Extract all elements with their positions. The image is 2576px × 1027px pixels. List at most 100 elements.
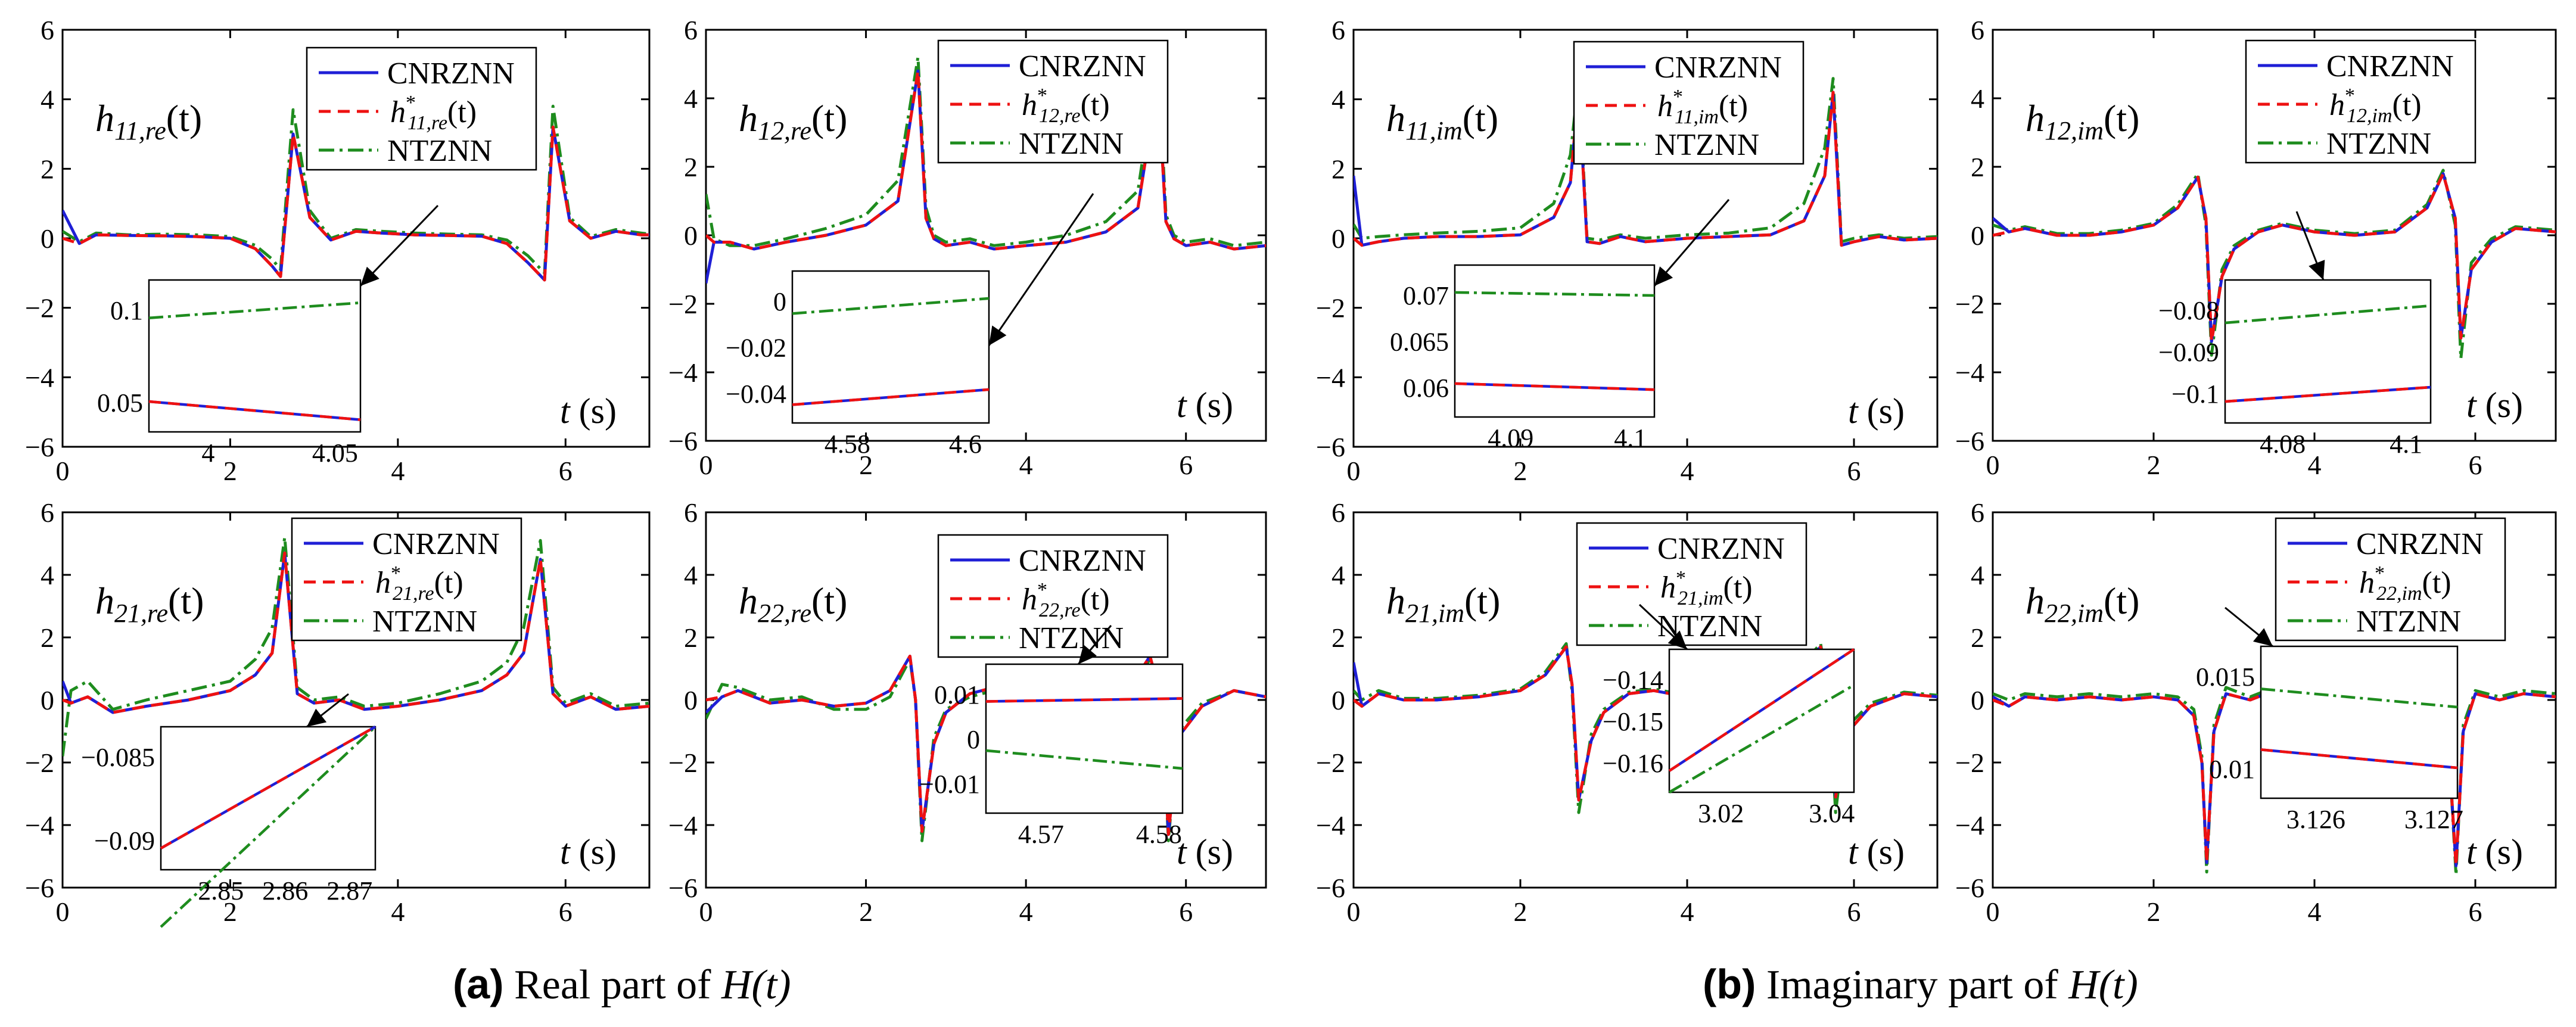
legend-star: * <box>1037 85 1047 107</box>
y-tick-label: 4 <box>1331 560 1345 590</box>
panel-title-h: h <box>1386 580 1405 622</box>
x-tick-label: 2 <box>2147 450 2161 480</box>
y-tick-label: −6 <box>1955 426 1984 456</box>
x-axis-label-unit: (s) <box>2477 832 2523 872</box>
panel-title: h11,re(t) <box>95 97 202 145</box>
x-tick-label: 0 <box>699 897 713 927</box>
x-axis-label-unit: (s) <box>1858 832 1905 872</box>
legend-h: h <box>375 566 391 600</box>
panel-title-h: h <box>2026 97 2045 139</box>
x-axis-label-unit: (s) <box>570 832 617 872</box>
panel-title: h22,im(t) <box>2026 580 2139 628</box>
x-tick-label: 0 <box>56 897 70 927</box>
x-tick-label: 0 <box>1986 450 2000 480</box>
x-axis-label-t: t <box>1848 832 1859 872</box>
panel-title: h12,im(t) <box>2026 97 2139 145</box>
inset-series-exact <box>160 726 377 849</box>
legend-label: NTZNN <box>387 134 492 168</box>
inset-x-tick-label: 2.86 <box>262 876 308 905</box>
inset-y-tick-label: −0.14 <box>1603 665 1663 695</box>
x-axis-label-unit: (s) <box>1187 385 1233 425</box>
legend-sub: 21,re <box>393 583 434 605</box>
y-tick-label: 2 <box>41 154 54 184</box>
y-tick-label: −6 <box>668 873 698 903</box>
inset-y-tick-label: 0 <box>773 287 786 316</box>
inset-x-tick-label: 4.1 <box>1614 424 1647 453</box>
panel-title-h: h <box>2026 580 2045 622</box>
inset-y-tick-label: −0.04 <box>726 379 786 409</box>
x-tick-label: 4 <box>1019 450 1033 480</box>
inset-y-tick-label: −0.09 <box>94 826 155 855</box>
y-tick-label: 2 <box>41 623 54 653</box>
panel-title-arg: (t) <box>2104 97 2139 139</box>
inset-y-tick-label: −0.01 <box>919 770 980 799</box>
x-axis-label-unit: (s) <box>570 391 617 431</box>
y-tick-label: −2 <box>1955 289 1984 319</box>
x-axis-label-unit: (s) <box>1858 391 1905 431</box>
x-tick-label: 2 <box>859 450 873 480</box>
inset-series-ntznn <box>1454 291 1655 297</box>
series-exact <box>1354 87 1937 247</box>
inset-series-exact <box>2260 748 2458 770</box>
y-tick-label: −2 <box>1316 293 1345 323</box>
legend-sub: 11,re <box>407 112 447 134</box>
inset-y-tick-label: 0 <box>967 725 980 754</box>
panel-title-sub: 22,re <box>758 599 811 628</box>
legend-h: h <box>2329 88 2345 122</box>
legend-sub: 22,im <box>2376 583 2422 605</box>
x-tick-label: 4 <box>2308 897 2322 927</box>
inset-series-ntznn <box>1668 684 1855 793</box>
y-tick-label: −2 <box>668 748 698 778</box>
legend-label: h* 22,im(t) <box>2359 562 2451 605</box>
legend-label: CNRZNN <box>372 527 500 561</box>
inset-frame <box>791 270 990 424</box>
caption-a-label: (a) <box>453 961 504 1007</box>
series-exact <box>63 551 649 714</box>
y-tick-label: −2 <box>25 293 54 323</box>
panel-title-arg: (t) <box>168 580 204 622</box>
legend-label: h* 11,re(t) <box>390 92 477 134</box>
inset-frame <box>160 726 377 871</box>
inset-y-tick-label: 0.015 <box>2196 662 2255 692</box>
series-exact <box>63 125 649 282</box>
inset-frame <box>148 279 362 433</box>
x-tick-label: 2 <box>2147 897 2161 927</box>
y-tick-label: −4 <box>1316 362 1345 393</box>
x-tick-label: 4 <box>1019 897 1033 927</box>
inset-arrow-head <box>989 325 1007 346</box>
y-tick-label: 0 <box>1971 220 1984 251</box>
inset-series-ntznn <box>792 297 990 315</box>
inset-x-tick-label: 4.05 <box>312 438 358 468</box>
panel-title: h11,im(t) <box>1386 97 1498 145</box>
x-axis-label-t: t <box>1177 832 1187 872</box>
x-tick-label: 4 <box>2308 450 2322 480</box>
legend-box <box>937 39 1169 164</box>
legend-box <box>2275 517 2506 642</box>
x-tick-label: 2 <box>223 456 237 486</box>
x-axis-label: t (s) <box>1177 832 1233 872</box>
x-tick-label: 0 <box>699 450 713 480</box>
inset-frame <box>985 663 1184 814</box>
x-axis-label: t (s) <box>2466 385 2523 425</box>
legend-box <box>2245 39 2477 164</box>
inset-frame <box>1454 264 1656 418</box>
panel-title-sub: 21,im <box>1405 599 1464 628</box>
y-tick-label: −4 <box>668 357 698 388</box>
x-tick-label: 6 <box>1179 450 1193 480</box>
inset-arrow-head <box>1654 266 1673 286</box>
legend-label: h* 21,im(t) <box>1660 567 1753 609</box>
legend-label: NTZNN <box>2326 127 2431 161</box>
panel-title-arg: (t) <box>1463 97 1498 139</box>
panel-title-arg: (t) <box>166 97 202 139</box>
legend-label: NTZNN <box>1019 621 1124 655</box>
legend-arg: (t) <box>1719 89 1748 123</box>
y-tick-label: 0 <box>1331 223 1345 254</box>
y-tick-label: −6 <box>1316 432 1345 462</box>
y-tick-label: 6 <box>1331 497 1345 528</box>
legend-star: * <box>1673 86 1683 108</box>
legend-sub: 22,re <box>1039 599 1081 621</box>
